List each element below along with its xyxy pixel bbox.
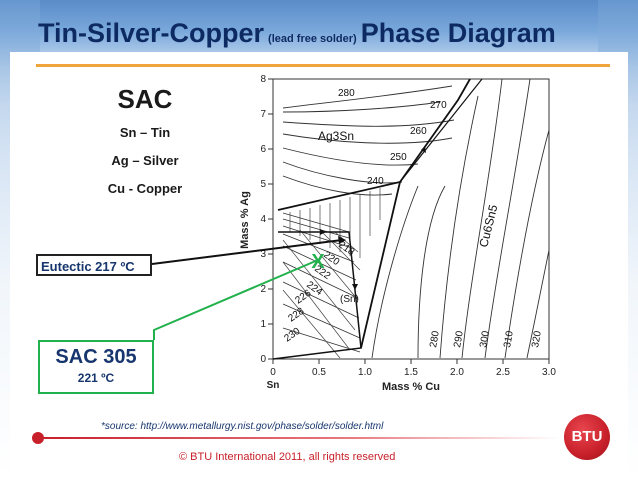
cu6sn5-isotherms	[371, 78, 550, 359]
isotherm-label: 240	[367, 176, 384, 187]
x-tick-1: 0.5	[312, 367, 326, 378]
sac-legend: SAC Sn – Tin Ag – Silver Cu - Copper	[80, 84, 210, 209]
arrow-icon	[320, 229, 326, 235]
sac305-temp: 221 ºC	[77, 371, 115, 385]
y-tick-0: 0	[260, 354, 266, 365]
btu-logo: BTU	[564, 414, 610, 460]
arrow-icon	[421, 146, 426, 153]
eutectic-callout: Eutectic 217 ºC	[36, 254, 152, 276]
arrow-icon	[338, 236, 346, 244]
x-origin-label: Sn	[267, 380, 280, 391]
title-bar	[0, 0, 638, 52]
isotherm-label: 280	[428, 330, 442, 349]
isotherm-label: 250	[390, 152, 407, 163]
sac-line-tin: Sn – Tin	[119, 125, 171, 140]
ag3sn-isotherms	[282, 85, 455, 196]
isotherm-label: 300	[478, 330, 492, 349]
diagonal-hatch	[282, 229, 361, 359]
slide-title: Tin-Silver-Copper (lead free solder) Phase…	[38, 18, 556, 52]
eutectic-leader	[151, 239, 343, 265]
title-part-2: (lead free solder)	[268, 33, 357, 45]
isotherm-label: 310	[502, 330, 516, 349]
x-tick-5: 2.5	[496, 367, 510, 378]
y-tick-3: 3	[260, 249, 266, 260]
x-tick-3: 1.5	[404, 367, 418, 378]
sac305-marker: X	[311, 251, 325, 273]
y-axis-label: Mass % Ag	[239, 191, 251, 249]
arrow-icon	[352, 284, 358, 290]
sac305-callout: SAC 305 221 ºC	[38, 340, 154, 394]
y-tick-7: 7	[260, 109, 266, 120]
sac-line-silver: Ag – Silver	[111, 153, 179, 168]
plot-frame	[272, 78, 550, 360]
phase-label-sn: (Sn)	[340, 294, 359, 305]
isotherm-label: 280	[338, 88, 355, 99]
x-tick-2: 1.0	[358, 367, 372, 378]
sac305-leader	[153, 259, 319, 340]
isotherm-label: 320	[530, 330, 544, 349]
eutectic-valley	[360, 181, 401, 349]
x-axis	[272, 359, 550, 364]
title-underline	[36, 64, 610, 67]
sac-line-copper: Cu - Copper	[107, 181, 183, 196]
phase-label-ag3sn: Ag3Sn	[318, 129, 354, 143]
y-tick-4: 4	[260, 214, 266, 225]
y-tick-5: 5	[260, 179, 266, 190]
copyright-text: © BTU International 2011, all rights res…	[179, 451, 396, 463]
ag3sn-boundary	[277, 78, 471, 211]
isotherm-label: 290	[452, 330, 466, 349]
x-tick-4: 2.0	[450, 367, 464, 378]
y-tick-6: 6	[260, 144, 266, 155]
sac-title: SAC	[117, 84, 173, 114]
y-tick-1: 1	[260, 319, 266, 330]
source-citation: *source: http://www.metallurgy.nist.gov/…	[101, 421, 384, 432]
x-axis-label: Mass % Cu	[382, 381, 440, 393]
isotherm-label: 270	[430, 100, 447, 111]
title-part-3: Phase Diagram	[360, 18, 556, 48]
sn-region-isotherms	[282, 212, 361, 353]
footer-rule	[40, 437, 560, 439]
sac305-title: SAC 305	[55, 346, 137, 368]
y-tick-8: 8	[260, 74, 266, 85]
x-tick-6: 3.0	[542, 367, 556, 378]
footer-dot	[32, 432, 44, 444]
cu6sn5-boundary	[399, 78, 483, 183]
x-tick-0: 0	[270, 367, 276, 378]
isotherm-label: 260	[410, 126, 427, 137]
y-tick-2: 2	[260, 284, 266, 295]
title-part-1: Tin-Silver-Copper	[38, 18, 265, 48]
y-axis	[268, 78, 273, 360]
